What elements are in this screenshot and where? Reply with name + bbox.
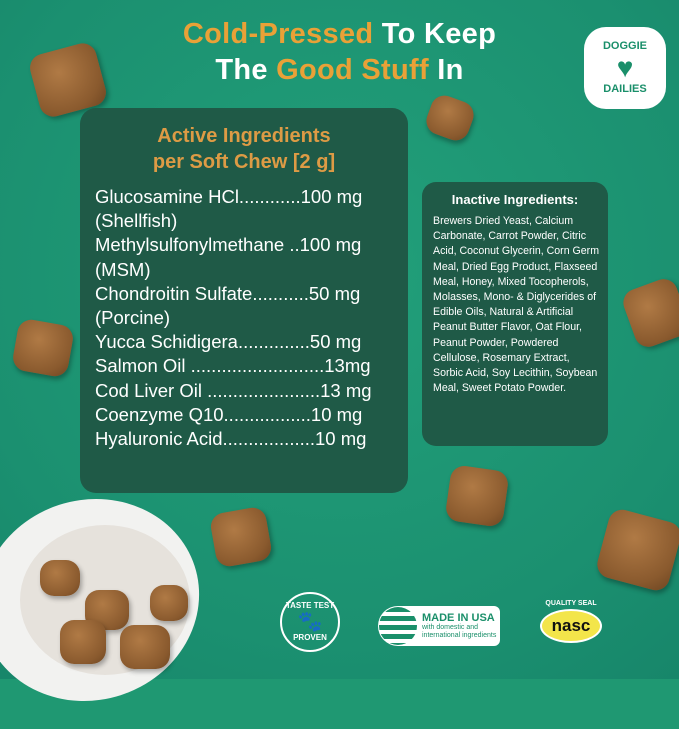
inactive-ingredients-panel: Inactive Ingredients: Brewers Dried Yeas… xyxy=(422,182,608,446)
active-ingredients-list: Glucosamine HCl............100 mg (Shellf… xyxy=(95,185,408,451)
headline: Cold-Pressed To Keep The Good Stuff In xyxy=(182,18,497,86)
ingredient-line: Yucca Schidigera..............50 mg xyxy=(95,331,362,353)
active-title: Active Ingredients per Soft Chew [2 g] xyxy=(152,125,336,173)
ingredient-line: Cod Liver Oil ......................13 m… xyxy=(95,379,372,401)
chew-image xyxy=(40,560,80,596)
heart-dog-icon: ♥ xyxy=(616,52,634,83)
flag-icon xyxy=(379,607,417,645)
paw-icon: 🐾 xyxy=(297,611,323,633)
ingredient-line: (Shellfish) xyxy=(95,210,178,232)
taste-test-badge: TASTE TEST 🐾 PROVEN xyxy=(280,592,340,652)
chew-image xyxy=(208,505,274,569)
ingredient-line: Hyaluronic Acid..................10 mg xyxy=(95,428,367,450)
ingredient-line: Salmon Oil ..........................13m… xyxy=(95,355,371,377)
chew-image xyxy=(150,585,188,621)
chew-image xyxy=(444,464,510,528)
active-ingredients-panel: Active Ingredients per Soft Chew [2 g] Gl… xyxy=(80,108,408,493)
nasc-quality-seal: QUALITY SEAL nasc xyxy=(540,600,602,652)
ingredient-line: (Porcine) xyxy=(95,307,171,329)
ingredient-line: Methylsulfonylmethane ..100 mg xyxy=(95,234,362,256)
ingredient-line: Glucosamine HCl............100 mg xyxy=(95,186,363,207)
ingredient-line: Coenzyme Q10.................10 mg xyxy=(95,403,363,425)
inactive-ingredients-text: Brewers Dried Yeast, Calcium Carbonate, … xyxy=(433,215,600,395)
brand-logo: DOGGIE ♥ DAILIES xyxy=(584,27,666,109)
chew-image xyxy=(120,625,170,669)
made-in-usa-badge: MADE IN USA with domestic and internatio… xyxy=(378,606,500,646)
chew-image xyxy=(60,620,106,664)
inactive-title: Inactive Ingredients: xyxy=(451,192,579,207)
ingredient-line: Chondroitin Sulfate...........50 mg xyxy=(95,282,361,304)
chew-image xyxy=(10,317,76,379)
ingredient-line: (MSM) xyxy=(95,258,151,280)
